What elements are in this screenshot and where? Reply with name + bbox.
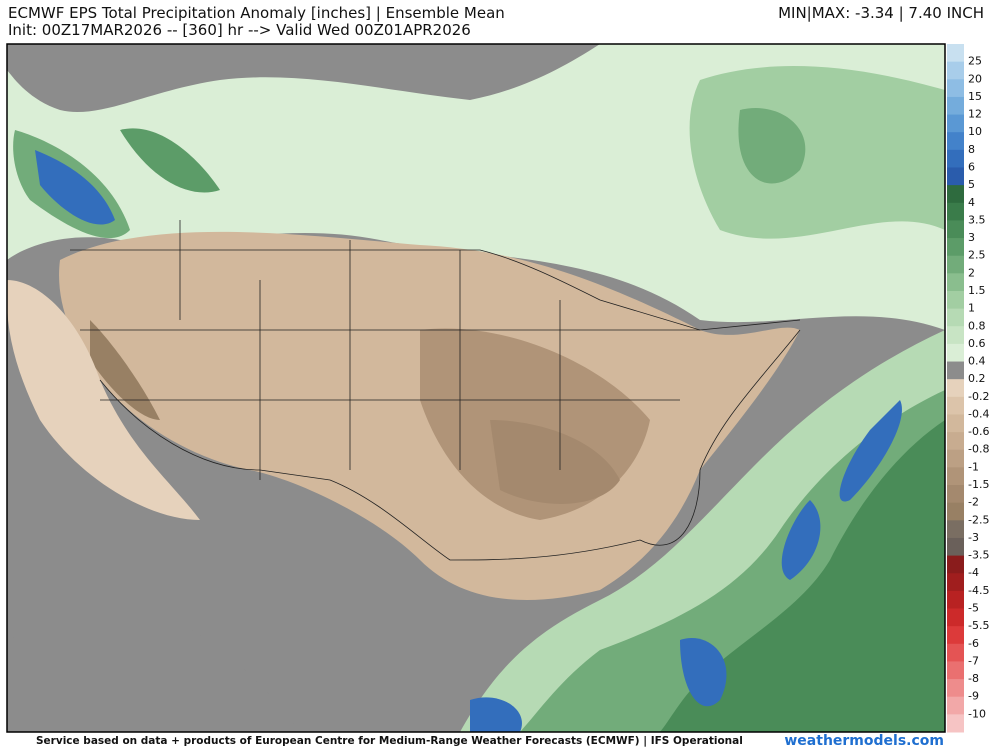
map-field — [7, 44, 945, 732]
colorbar-label: -3.5 — [968, 549, 989, 562]
colorbar-label: -3 — [968, 531, 979, 544]
colorbar-label: 2.5 — [968, 249, 986, 262]
colorbar-label: -9 — [968, 690, 979, 703]
colorbar-label: -1 — [968, 460, 979, 473]
colorbar-cell — [947, 679, 964, 698]
colorbar-cell — [947, 537, 964, 557]
subtitle: Init: 00Z17MAR2026 -- [360] hr --> Valid… — [8, 21, 471, 39]
colorbar-cell — [947, 396, 964, 415]
colorbar-cell — [947, 361, 964, 380]
colorbar-label: -0.4 — [968, 407, 989, 420]
colorbar-label: 15 — [968, 90, 982, 103]
colorbar-cell — [947, 61, 964, 80]
colorbar-label: 6 — [968, 160, 975, 173]
colorbar-label: 0.4 — [968, 355, 986, 368]
colorbar-label: 10 — [968, 125, 982, 138]
colorbar-label: 12 — [968, 108, 982, 121]
colorbar-cell — [947, 290, 964, 310]
colorbar-label: -0.8 — [968, 443, 989, 456]
colorbar-label: 20 — [968, 72, 982, 85]
colorbar-cell — [947, 132, 964, 151]
colorbar-label: -0.6 — [968, 425, 989, 438]
colorbar-cell — [947, 273, 964, 292]
colorbar-cell — [947, 626, 964, 645]
colorbar-cell — [947, 308, 964, 327]
colorbar-cell — [947, 643, 964, 662]
colorbar-cell — [947, 326, 964, 345]
colorbar-cell — [947, 502, 964, 521]
colorbar-cell — [947, 149, 964, 168]
colorbar-label: 8 — [968, 143, 975, 156]
colorbar-cell — [947, 79, 964, 98]
colorbar-label: -4.5 — [968, 584, 989, 597]
colorbar-cell — [947, 202, 964, 221]
colorbar-cell — [947, 167, 964, 186]
colorbar-cell — [947, 555, 964, 574]
colorbar-cell — [947, 485, 964, 504]
colorbar-label: -5 — [968, 602, 979, 615]
colorbar-cell — [947, 608, 964, 627]
colorbar-label: 0.6 — [968, 337, 986, 350]
colorbar-cell — [947, 432, 964, 451]
colorbar-cell — [947, 220, 964, 239]
colorbar-cell — [947, 255, 964, 274]
colorbar: 25 20 15 12 10 8 6 5 4 3.5 3 2.5 2 1.5 1 0.8 0.6 0.4 0.2 -0… — [947, 44, 989, 733]
colorbar-label: -6 — [968, 637, 979, 650]
colorbar-label: -0.2 — [968, 390, 989, 403]
colorbar-label: 4 — [968, 196, 975, 209]
colorbar-label: 1 — [968, 302, 975, 315]
colorbar-cell — [947, 185, 964, 204]
colorbar-cell — [947, 520, 964, 539]
title: ECMWF EPS Total Precipitation Anomaly [i… — [8, 4, 505, 22]
min-max: MIN|MAX: -3.34 | 7.40 INCH — [778, 4, 984, 22]
colorbar-cell — [947, 467, 964, 486]
credit: Service based on data + products of Euro… — [36, 735, 743, 747]
colorbar-cell — [947, 661, 964, 680]
colorbar-cell — [947, 714, 964, 733]
colorbar-label: -4 — [968, 566, 979, 579]
colorbar-label: 2 — [968, 266, 975, 279]
map-frame — [6, 43, 946, 733]
colorbar-label: -8 — [968, 672, 979, 685]
colorbar-cell — [947, 590, 964, 610]
colorbar-cell — [947, 379, 964, 398]
colorbar-label: -7 — [968, 654, 979, 667]
colorbar-cell — [947, 449, 964, 468]
colorbar-cell — [947, 573, 964, 592]
colorbar-cell — [947, 238, 964, 257]
colorbar-cell — [947, 44, 964, 63]
colorbar-label: 1.5 — [968, 284, 986, 297]
colorbar-label: -2.5 — [968, 513, 989, 526]
colorbar-cell — [947, 96, 964, 116]
colorbar-label: -10 — [968, 707, 986, 720]
colorbar-label: 25 — [968, 55, 982, 68]
colorbar-label: 3 — [968, 231, 975, 244]
colorbar-cell — [947, 414, 964, 433]
colorbar-label: 5 — [968, 178, 975, 191]
colorbar-label: -1.5 — [968, 478, 989, 491]
colorbar-cell — [947, 343, 964, 363]
colorbar-label: 3.5 — [968, 213, 986, 226]
colorbar-label: -2 — [968, 496, 979, 509]
site-link[interactable]: weathermodels.com — [784, 733, 944, 749]
colorbar-label: -5.5 — [968, 619, 989, 632]
colorbar-label: 0.2 — [968, 372, 986, 385]
colorbar-cell — [947, 696, 964, 715]
colorbar-cell — [947, 114, 964, 133]
colorbar-label: 0.8 — [968, 319, 986, 332]
